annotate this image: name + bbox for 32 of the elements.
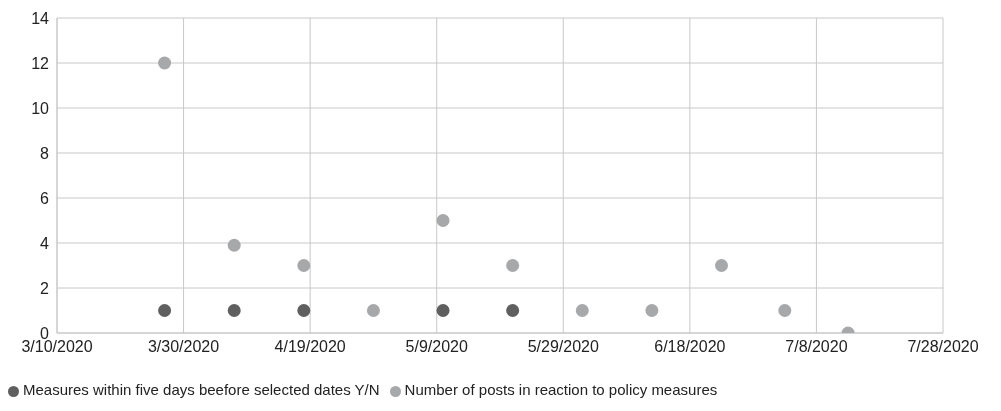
point (436, 304, 450, 317)
x-tick-label: 3/30/2020 (147, 338, 220, 356)
legend-label: Number of posts in reaction to policy measures (404, 381, 718, 398)
y-tick-label: 2 (40, 279, 50, 297)
x-tick-label: 3/10/2020 (21, 338, 93, 356)
legend-label: Measures within five days beefore selected dates Y/N (23, 381, 380, 398)
y-tick-label: 14 (31, 9, 50, 27)
y-tick-label: 8 (40, 144, 50, 162)
y-tick-label: 12 (31, 54, 50, 72)
point (575, 304, 589, 317)
y-tick-label: 10 (31, 99, 50, 117)
x-tick-label: 7/8/2020 (785, 338, 848, 356)
point (297, 259, 311, 272)
point (227, 238, 241, 252)
point (227, 304, 241, 317)
y-tick-label: 6 (40, 189, 50, 207)
point (158, 304, 172, 317)
x-tick-label: 5/29/2020 (527, 338, 599, 356)
x-tick-label: 6/18/2020 (654, 338, 726, 356)
x-tick-label: 7/28/2020 (907, 338, 979, 356)
point (645, 304, 659, 317)
point (158, 56, 172, 70)
point (715, 259, 728, 272)
x-tick-label: 4/19/2020 (274, 338, 346, 356)
point (506, 304, 520, 317)
x-tick-label: 5/9/2020 (405, 338, 468, 356)
point (297, 304, 311, 317)
point (778, 304, 792, 317)
point (506, 259, 520, 272)
point (366, 304, 380, 317)
point (436, 214, 450, 227)
y-tick-label: 4 (40, 234, 50, 252)
